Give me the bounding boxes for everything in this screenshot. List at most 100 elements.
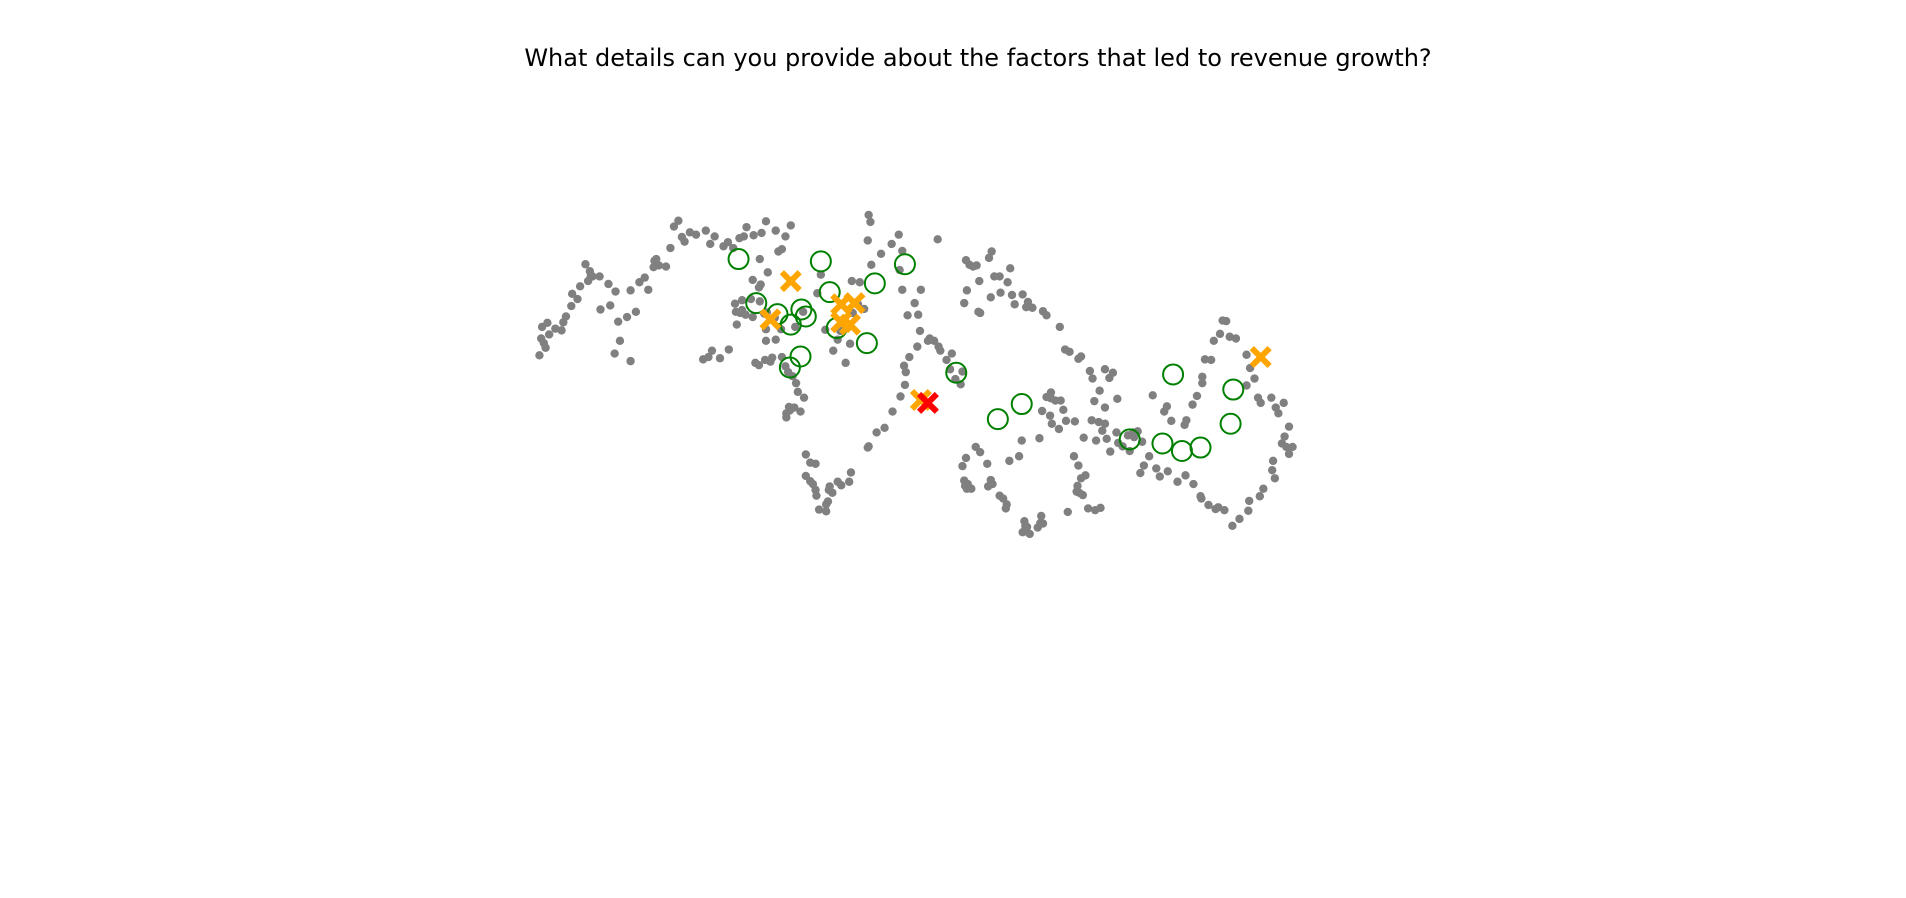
data-point — [1255, 492, 1265, 501]
data-point — [1288, 442, 1297, 452]
data-point — [611, 287, 620, 296]
data-point — [707, 346, 717, 355]
data-point — [934, 342, 943, 351]
data-point — [1173, 477, 1182, 486]
data-point — [863, 236, 872, 245]
data-point — [986, 293, 995, 302]
data-point — [1189, 479, 1198, 489]
chart-title: What details can you provide about the f… — [524, 44, 1431, 72]
data-point — [631, 307, 641, 317]
data-point — [1209, 336, 1218, 346]
data-point — [774, 247, 783, 256]
data-point — [972, 261, 981, 270]
data-point — [829, 346, 838, 355]
data-point — [1139, 461, 1149, 470]
data-point — [588, 272, 597, 281]
data-point — [925, 334, 934, 343]
data-point — [1046, 388, 1056, 397]
highlight-point — [759, 308, 782, 331]
data-point — [680, 237, 689, 246]
data-point — [748, 312, 757, 322]
data-point — [887, 239, 896, 249]
data-point — [1076, 352, 1086, 361]
data-point — [739, 232, 749, 241]
data-point — [1096, 503, 1105, 513]
data-point — [567, 289, 577, 299]
retrieved-point — [855, 332, 878, 355]
data-point — [1018, 290, 1027, 299]
data-point — [1244, 496, 1254, 506]
data-point — [1188, 400, 1197, 409]
data-point — [793, 387, 803, 397]
data-point — [901, 367, 911, 377]
retrieved-point — [1118, 428, 1141, 451]
data-point — [841, 358, 850, 368]
data-point — [958, 461, 967, 471]
data-point — [1028, 303, 1037, 312]
data-point — [731, 307, 741, 317]
data-point — [1059, 405, 1068, 415]
data-point — [1123, 431, 1133, 440]
data-point — [913, 342, 922, 351]
data-point — [888, 407, 897, 416]
data-point — [1038, 519, 1048, 528]
data-point — [896, 392, 905, 401]
data-point — [640, 273, 649, 282]
data-point — [1144, 452, 1154, 461]
data-point — [996, 288, 1005, 297]
data-point — [1017, 436, 1026, 445]
data-point — [1155, 472, 1165, 481]
query-point — [916, 391, 939, 414]
data-point — [1268, 456, 1278, 466]
data-point — [1282, 442, 1291, 452]
data-point — [755, 254, 764, 264]
data-point — [644, 285, 653, 294]
data-point — [1065, 347, 1074, 357]
data-point — [781, 362, 790, 371]
data-point — [846, 468, 856, 477]
data-point — [855, 278, 864, 287]
data-point — [724, 345, 734, 354]
data-point — [1221, 316, 1231, 326]
data-point — [1198, 372, 1207, 381]
data-point — [561, 312, 571, 321]
data-point — [1006, 264, 1015, 273]
data-point — [986, 475, 995, 485]
data-point — [1242, 381, 1251, 390]
data-point — [1182, 416, 1191, 425]
data-point — [806, 458, 815, 467]
data-point — [761, 336, 771, 346]
data-point — [983, 482, 993, 491]
data-point — [814, 505, 824, 514]
data-point — [767, 353, 777, 362]
data-point — [595, 272, 604, 281]
data-point — [596, 305, 605, 314]
data-point — [749, 231, 758, 240]
data-point — [1025, 529, 1034, 539]
data-point — [1204, 500, 1213, 510]
data-point — [898, 285, 907, 294]
data-point — [751, 358, 760, 368]
data-point — [961, 453, 971, 463]
data-point — [1063, 507, 1072, 517]
retrieved-point — [986, 408, 1009, 431]
data-point — [1267, 393, 1276, 402]
data-point — [615, 336, 625, 346]
data-point — [1244, 506, 1253, 515]
data-point — [652, 254, 661, 264]
data-point — [847, 276, 857, 286]
data-point — [723, 238, 733, 247]
data-point — [1094, 417, 1103, 427]
data-point — [983, 459, 992, 468]
data-point — [987, 247, 996, 256]
data-point — [801, 450, 811, 459]
data-point — [1095, 386, 1104, 395]
retrieved-point — [790, 298, 813, 321]
data-point — [833, 477, 842, 486]
data-point — [674, 216, 683, 225]
data-point — [756, 280, 765, 289]
data-point — [984, 253, 994, 263]
data-point — [622, 312, 632, 322]
data-point — [958, 367, 967, 376]
